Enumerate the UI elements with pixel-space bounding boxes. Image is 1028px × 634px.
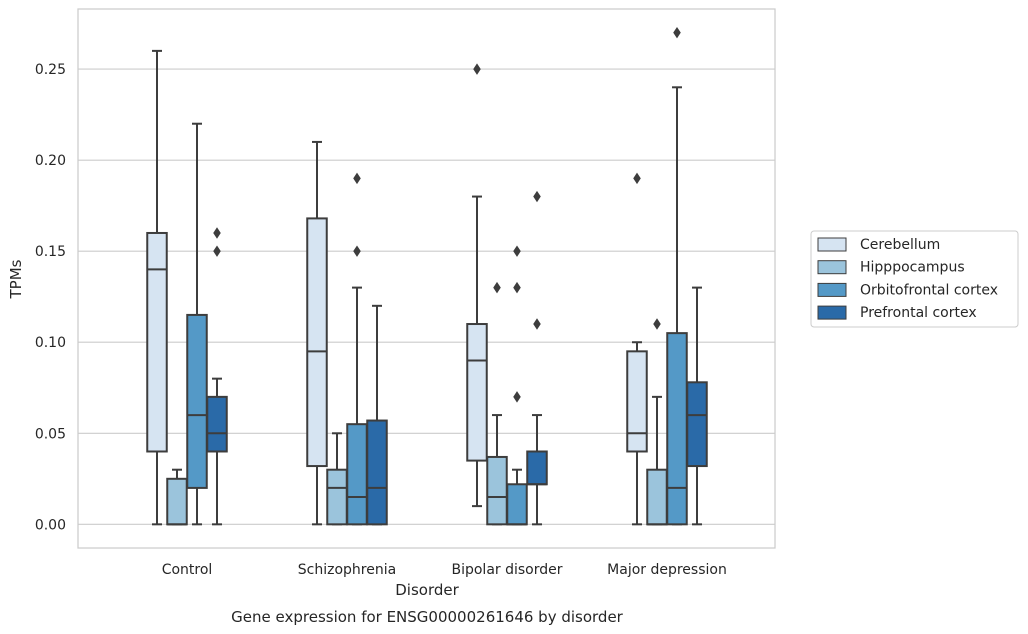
box-iqr — [486, 455, 508, 526]
box-hipppocampus — [326, 432, 348, 526]
y-axis-ticks: 0.00 0.05 0.10 0.15 0.20 0.25 — [35, 62, 66, 533]
box-iqr — [366, 419, 388, 526]
x-tick-label: Bipolar disorder — [451, 562, 562, 578]
outlier-point — [353, 172, 361, 185]
box-iqr — [186, 313, 208, 489]
box-cerebellum — [146, 49, 168, 526]
x-tick-label: Major depression — [607, 562, 727, 578]
legend-label: Cerebellum — [860, 237, 940, 253]
chart-caption: Gene expression for ENSG00000261646 by d… — [231, 608, 624, 626]
y-axis-label: TPMs — [7, 259, 25, 299]
box-prefrontal-cortex — [366, 304, 388, 526]
outlier-point — [533, 318, 541, 330]
box-series-layer — [146, 26, 708, 526]
box-iqr — [526, 450, 548, 486]
legend-frame — [810, 230, 1019, 328]
y-tick-label: 0.10 — [35, 335, 66, 351]
box-cerebellum — [626, 172, 648, 526]
box-iqr — [146, 231, 168, 453]
outlier-point — [673, 26, 681, 39]
x-axis-label: Disorder — [395, 581, 459, 599]
box-iqr — [326, 468, 348, 526]
legend-label: Hipppocampus — [860, 260, 965, 276]
box-iqr — [166, 477, 188, 526]
box-orbitofrontal-cortex — [186, 122, 208, 526]
outlier-point — [513, 391, 521, 403]
legend-swatch — [817, 260, 847, 275]
outlier-point — [213, 227, 221, 239]
box-cerebellum — [306, 140, 328, 526]
box-orbitofrontal-cortex — [346, 172, 368, 526]
plot-area-frame — [77, 8, 776, 549]
box-cerebellum — [466, 63, 488, 508]
outlier-point — [653, 318, 661, 330]
box-prefrontal-cortex — [526, 190, 548, 526]
outlier-point — [533, 190, 541, 203]
x-axis-ticks: Control Schizophrenia Bipolar disorder Majo… — [162, 562, 727, 578]
box-iqr — [646, 468, 668, 526]
box-orbitofrontal-cortex — [506, 245, 528, 526]
outlier-point — [493, 281, 501, 294]
y-tick-label: 0.00 — [35, 517, 66, 533]
box-hipppocampus — [166, 468, 188, 526]
y-tick-label: 0.20 — [35, 153, 66, 169]
legend: Cerebellum Hipppocampus Orbitofrontal cort… — [810, 230, 1019, 328]
legend-swatch — [817, 282, 847, 297]
outlier-point — [213, 245, 221, 257]
box-iqr — [466, 323, 488, 462]
y-tick-label: 0.25 — [35, 62, 66, 78]
x-tick-label: Schizophrenia — [298, 562, 396, 578]
box-iqr — [346, 423, 368, 526]
box-iqr — [686, 381, 708, 468]
box-iqr — [306, 217, 328, 468]
legend-swatch — [817, 305, 847, 320]
box-iqr — [206, 395, 228, 453]
box-prefrontal-cortex — [206, 227, 228, 526]
legend-swatch — [817, 237, 847, 252]
legend-label: Prefrontal cortex — [860, 305, 977, 321]
box-hipppocampus — [646, 318, 668, 526]
y-tick-label: 0.05 — [35, 426, 66, 442]
outlier-point — [513, 245, 521, 257]
y-tick-label: 0.15 — [35, 244, 66, 260]
outlier-point — [633, 172, 641, 185]
box-orbitofrontal-cortex — [666, 26, 688, 526]
box-iqr — [666, 332, 688, 526]
outlier-point — [513, 281, 521, 294]
outlier-point — [353, 245, 361, 257]
box-iqr — [626, 350, 648, 453]
box-hipppocampus — [486, 281, 508, 526]
box-prefrontal-cortex — [686, 286, 708, 526]
box-iqr — [506, 483, 528, 526]
outlier-point — [473, 63, 481, 75]
x-tick-label: Control — [162, 562, 213, 578]
legend-label: Orbitofrontal cortex — [860, 282, 998, 298]
